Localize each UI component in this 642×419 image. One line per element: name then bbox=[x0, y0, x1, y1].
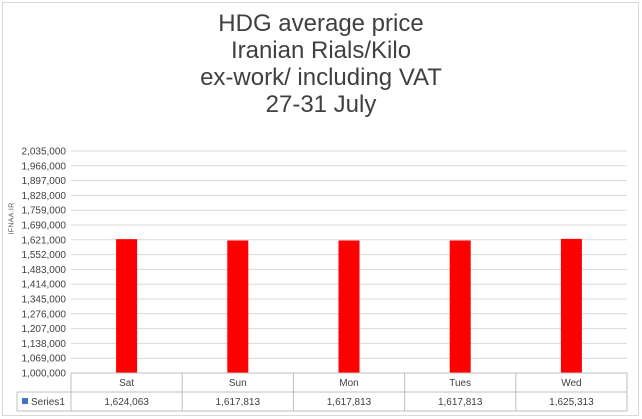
y-tick-label: 1,621,000 bbox=[22, 235, 67, 246]
data-table-value: 1,625,313 bbox=[549, 397, 594, 408]
y-tick-label: 1,690,000 bbox=[22, 221, 67, 232]
bar bbox=[227, 240, 249, 373]
y-tick-label: 2,035,000 bbox=[22, 147, 67, 158]
x-category-label: Mon bbox=[339, 378, 358, 389]
y-tick-label: 1,069,000 bbox=[22, 354, 67, 365]
y-tick-label: 1,414,000 bbox=[22, 280, 67, 291]
title-line-1: HDG average price bbox=[218, 10, 424, 37]
x-category-label: Wed bbox=[561, 378, 581, 389]
data-table-value: 1,617,813 bbox=[438, 397, 483, 408]
chart-title: HDG average price Iranian Rials/Kilo ex-… bbox=[0, 10, 642, 118]
y-tick-label: 1,000,000 bbox=[22, 369, 67, 380]
data-table-value: 1,624,063 bbox=[104, 397, 149, 408]
x-category-label: Sat bbox=[119, 378, 134, 389]
y-tick-label: 1,828,000 bbox=[22, 191, 67, 202]
bar bbox=[449, 240, 471, 373]
legend-series-name: Series1 bbox=[31, 397, 65, 408]
y-tick-label: 1,276,000 bbox=[22, 309, 67, 320]
title-line-2: Iranian Rials/Kilo bbox=[230, 37, 412, 64]
y-tick-label: 1,897,000 bbox=[22, 176, 67, 187]
x-category-label: Tues bbox=[449, 378, 471, 389]
title-line-3: ex-work/ including VAT bbox=[200, 64, 442, 91]
data-table-value: 1,617,813 bbox=[327, 397, 372, 408]
bar bbox=[338, 240, 360, 373]
y-tick-label: 1,483,000 bbox=[22, 265, 67, 276]
y-tick-label: 1,552,000 bbox=[22, 250, 67, 261]
data-table-value: 1,617,813 bbox=[216, 397, 261, 408]
y-tick-label: 1,759,000 bbox=[22, 206, 67, 217]
title-line-4: 27-31 July bbox=[265, 91, 377, 118]
y-tick-label: 1,966,000 bbox=[22, 161, 67, 172]
legend-key-swatch bbox=[22, 398, 28, 404]
x-category-label: Sun bbox=[229, 378, 247, 389]
y-tick-label: 1,207,000 bbox=[22, 324, 67, 335]
bar bbox=[560, 238, 582, 373]
bar bbox=[116, 239, 138, 373]
y-tick-label: 1,345,000 bbox=[22, 295, 67, 306]
y-tick-label: 1,138,000 bbox=[22, 339, 67, 350]
